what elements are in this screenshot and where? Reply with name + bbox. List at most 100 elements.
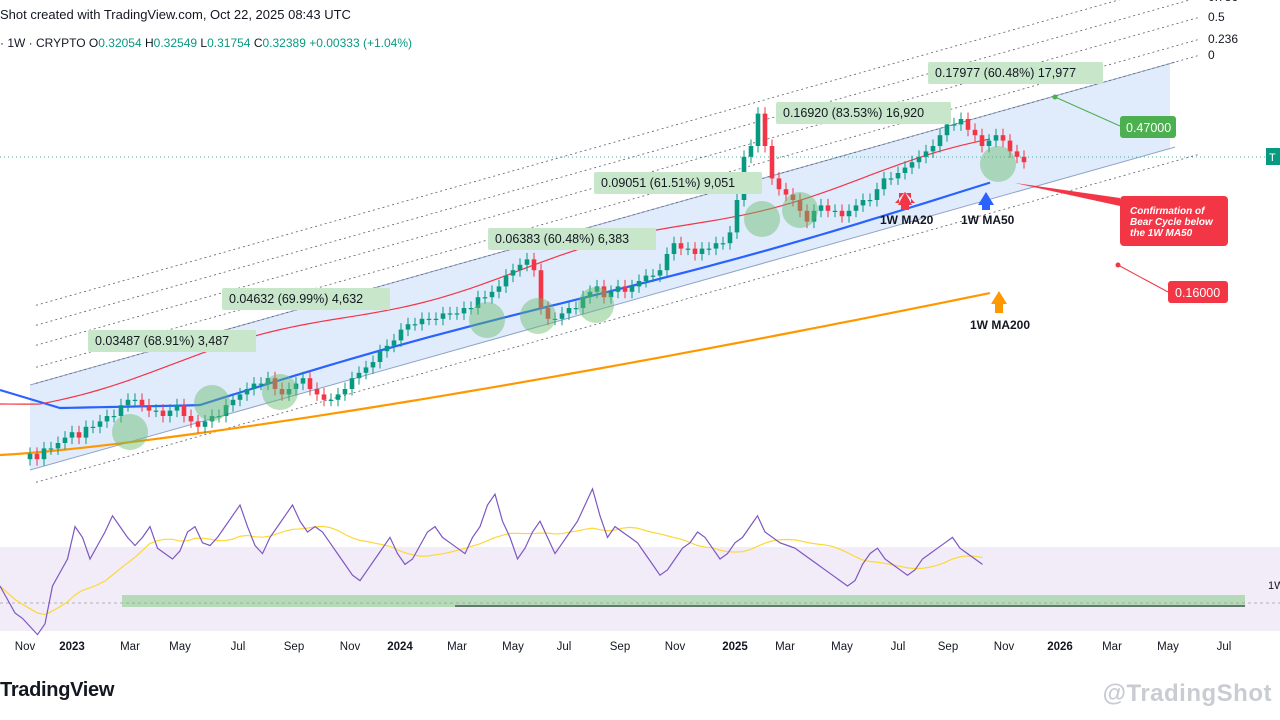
snapshot-caption: Shot created with TradingView.com, Oct 2… [0, 7, 351, 22]
candle-body [321, 394, 327, 400]
candle-body [160, 410, 166, 416]
ma200-line [0, 291, 991, 457]
candle-body [1000, 135, 1006, 141]
rally-label-box [594, 172, 762, 194]
fib-label: 0.5 [1208, 10, 1225, 24]
candle-body [888, 178, 894, 180]
candle-body [286, 389, 292, 395]
candle-body [349, 378, 355, 389]
candle-body [83, 426, 89, 438]
candle-body [573, 308, 579, 310]
candle-body [622, 286, 628, 292]
candle-body [293, 383, 299, 389]
candle-body [916, 156, 922, 163]
x-axis-label: May [1157, 641, 1179, 653]
candle-body [1014, 151, 1020, 157]
bounce-zone-circle [262, 374, 298, 410]
candle-body [790, 194, 796, 200]
candle-body [314, 389, 320, 395]
x-axis-label: May [169, 641, 191, 653]
fib-line [35, 0, 1121, 306]
candle-body [902, 167, 908, 173]
x-axis-label: May [502, 641, 524, 653]
x-axis-label: Jul [231, 641, 246, 653]
candle-body [335, 394, 341, 400]
candle-body [167, 410, 173, 416]
candle-body [55, 443, 61, 449]
candle-body [531, 259, 537, 271]
x-axis-label: May [831, 641, 853, 653]
target2-connector [1117, 264, 1169, 293]
ma50-arrow-shaft [982, 200, 990, 210]
candle-body [965, 119, 971, 130]
candle-body [223, 405, 229, 416]
candle-body [720, 243, 726, 245]
candle-body [524, 259, 530, 265]
candle-body [545, 308, 551, 319]
candle-body [118, 405, 124, 416]
candle-body [979, 135, 985, 146]
close-value: 0.32389 [262, 36, 306, 50]
candle-body [797, 200, 803, 211]
rally-label-box [488, 228, 656, 250]
candle-body [1021, 156, 1027, 163]
bounce-zone-circle [980, 146, 1016, 182]
x-axis-label: Nov [665, 641, 686, 653]
candle-body [755, 113, 761, 146]
ma50-line [0, 181, 991, 410]
candle-body [426, 318, 432, 320]
candle-body [909, 162, 915, 168]
x-axis-label: 2026 [1047, 641, 1073, 653]
candle-body [370, 362, 376, 368]
candle-body [412, 324, 418, 326]
rally-label-text: 0.06383 (60.48%) 6,383 [495, 232, 629, 246]
x-axis-label: Sep [938, 641, 958, 653]
ma20-label: 1W MA20 [880, 213, 934, 227]
candle-body [384, 345, 390, 352]
price-tag-box [1266, 148, 1280, 165]
candle-body [650, 275, 656, 277]
candle-body [601, 286, 607, 298]
annotation-text: Bear Cycle below [1130, 217, 1214, 228]
candle-body [97, 421, 103, 427]
candle-body [517, 264, 523, 271]
candle-body [34, 453, 40, 460]
x-axis-label: Mar [1102, 641, 1122, 653]
candle-body [818, 205, 824, 211]
candle-body [300, 378, 306, 384]
candle-body [482, 297, 488, 299]
fib-label: 0.786 [1208, 0, 1238, 4]
candle-body [685, 248, 691, 250]
low-value: 0.31754 [207, 36, 251, 50]
tradingview-logo[interactable]: TradingView [0, 679, 115, 701]
candle-body [664, 254, 670, 271]
candle-body [125, 399, 131, 406]
candle-body [713, 243, 719, 249]
rally-label-box [776, 102, 951, 124]
ma200-label: 1W MA200 [970, 318, 1030, 332]
candle-body [216, 416, 222, 418]
candle-body [27, 453, 33, 460]
candle-body [209, 416, 215, 422]
candle-body [769, 146, 775, 179]
high-label: H [145, 36, 154, 50]
candle-body [496, 286, 502, 292]
bounce-zone-circle [782, 192, 818, 228]
candle-body [244, 389, 250, 395]
ma50-label: 1W MA50 [961, 213, 1015, 227]
candle-body [433, 318, 439, 320]
candle-body [727, 232, 733, 244]
candle-body [237, 394, 243, 400]
candle-body [846, 210, 852, 217]
x-axis-label: Jul [891, 641, 906, 653]
fib-line [35, 54, 1201, 384]
candle-body [146, 405, 152, 411]
annotation-pointer [1015, 183, 1120, 206]
candle-body [860, 200, 866, 206]
open-value: 0.32054 [98, 36, 142, 50]
close-label: C [253, 36, 263, 50]
candle-body [636, 281, 642, 287]
candle-body [272, 378, 278, 389]
bounce-zone-circle [194, 385, 230, 421]
